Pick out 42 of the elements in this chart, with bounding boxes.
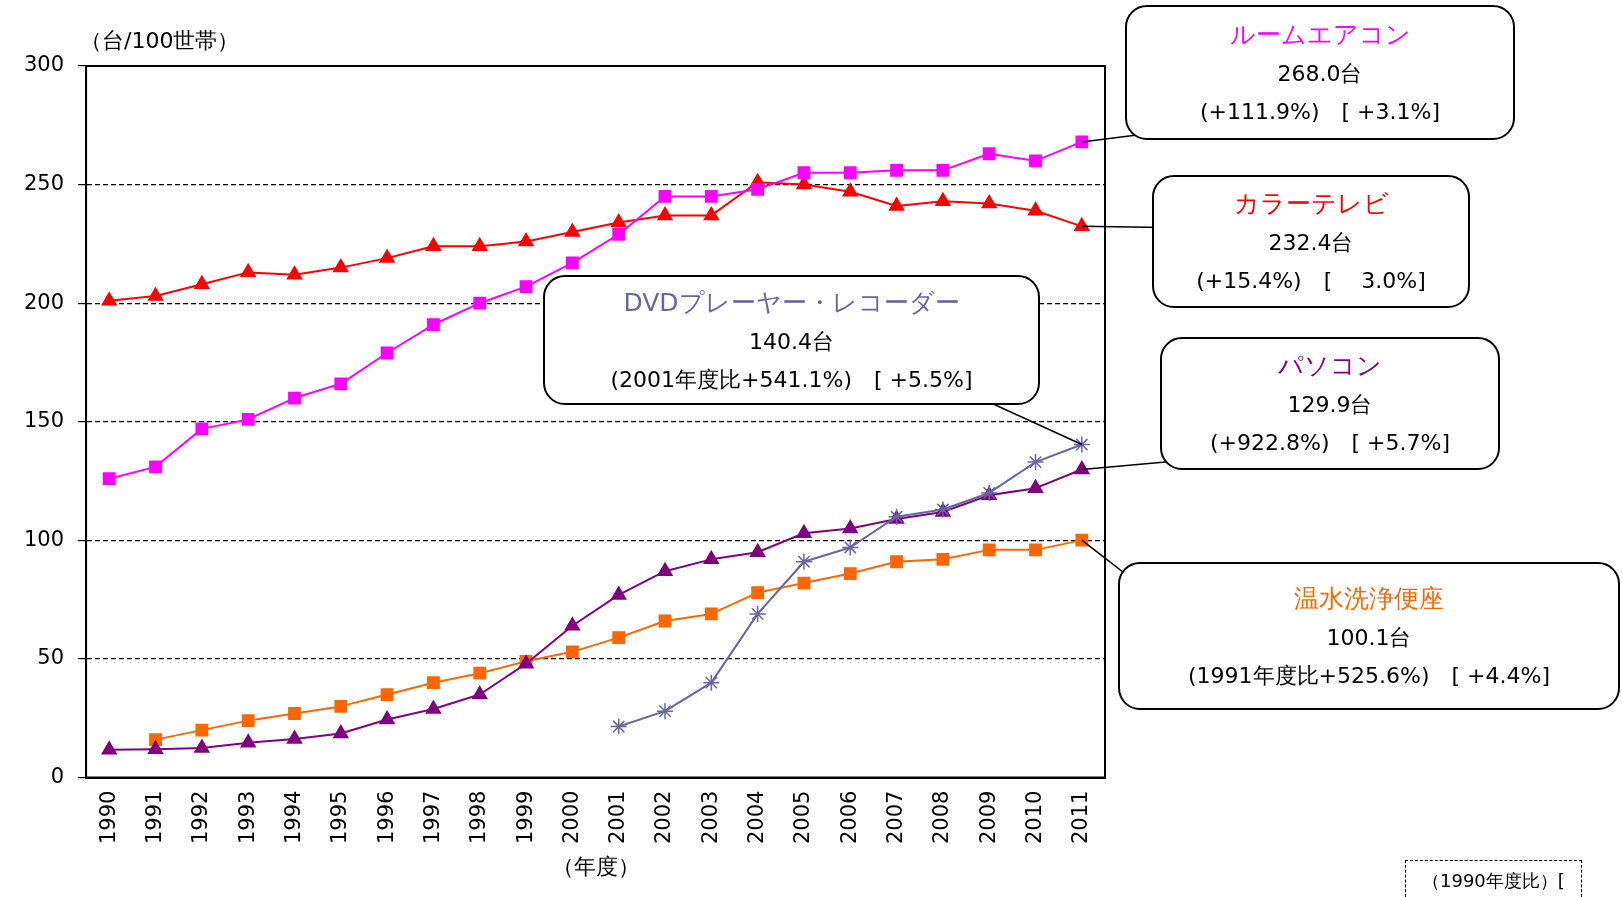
x-tick-label: 1995	[327, 790, 352, 845]
x-tick-label: 1997	[419, 790, 444, 845]
annotation: 140.4台 (2001年度比+541.1%) [ +5.5%]	[610, 327, 973, 394]
x-tick-label: 2000	[558, 790, 583, 845]
x-tick-label: 1991	[142, 790, 167, 845]
x-tick-label: 2004	[744, 790, 769, 845]
annotation: 100.1台 (1991年度比+525.6%) [ +4.4%]	[1188, 623, 1550, 690]
annotation: 232.4台 (+15.4%) [ 3.0%]	[1196, 229, 1426, 295]
x-tick-label: 1999	[512, 790, 537, 845]
x-tick-label: 2003	[697, 790, 722, 845]
x-tick-label: 2006	[836, 790, 861, 845]
x-tick-label: 1993	[234, 790, 259, 845]
y-tick-label: 0	[50, 764, 65, 789]
callout: カラーテレビ 232.4台 (+15.4%) [ 3.0%]	[1152, 175, 1470, 308]
text: （1990年度比）[	[1405, 860, 1582, 897]
y-axis-title: （台/100世帯）	[80, 27, 240, 53]
callout: パソコン 129.9台 (+922.8%) [ +5.7%]	[1160, 337, 1500, 470]
x-tick-label: 1992	[188, 790, 213, 845]
annotation: 268.0台 (+111.9%) [ +3.1%]	[1200, 60, 1440, 126]
annotation: 129.9台 (+922.8%) [ +5.7%]	[1210, 391, 1450, 457]
x-tick-label: 2005	[790, 790, 815, 845]
x-tick-label: 2008	[929, 790, 954, 845]
y-tick-label: 100	[23, 526, 65, 551]
x-tick-label: 2001	[605, 790, 630, 845]
x-tick-label: 2002	[651, 790, 676, 845]
y-tick-label: 300	[23, 52, 65, 77]
x-axis-title: （年度）	[551, 853, 640, 879]
x-tick-label: 1990	[95, 790, 120, 845]
callout: ルームエアコン 268.0台 (+111.9%) [ +3.1%]	[1125, 5, 1515, 140]
x-tick-label: 2007	[883, 790, 908, 845]
x-tick-label: 1998	[466, 790, 491, 845]
x-tick-label: 1996	[373, 790, 398, 845]
y-tick-label: 250	[23, 171, 65, 196]
y-tick-label: 200	[23, 289, 65, 314]
callout: 温水洗浄便座 100.1台 (1991年度比+525.6%) [ +4.4%]	[1118, 562, 1620, 710]
x-tick-label: 2010	[1021, 790, 1046, 845]
x-tick-label: 1994	[280, 790, 305, 845]
x-tick-label: 2011	[1068, 790, 1093, 845]
callout: DVDプレーヤー・レコーダー 140.4台 (2001年度比+541.1%) [ +5.5%]	[543, 275, 1040, 405]
y-tick-label: 50	[37, 645, 65, 670]
y-tick-label: 150	[23, 408, 65, 433]
x-tick-label: 2009	[975, 790, 1000, 845]
